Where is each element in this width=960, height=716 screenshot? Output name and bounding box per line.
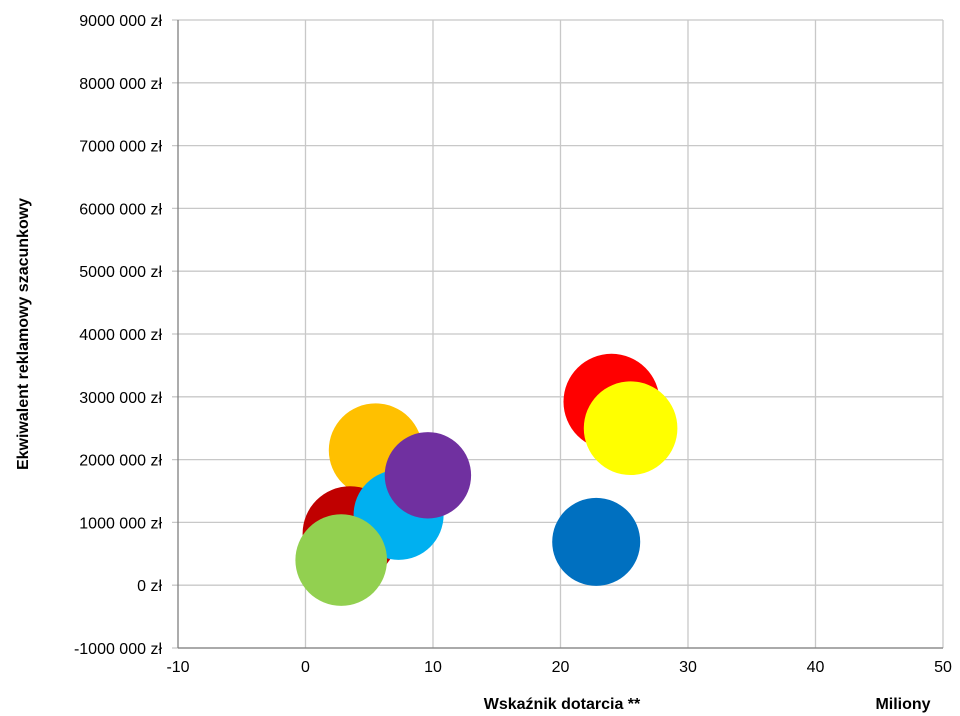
y-tick-label: 6000 000 zł xyxy=(79,201,162,218)
x-axis-units-label: Miliony xyxy=(875,696,930,713)
axes xyxy=(177,20,943,649)
x-tick-label: -10 xyxy=(166,659,189,676)
y-axis-title: Ekwiwalent reklamowy szacunkowy xyxy=(15,198,32,470)
y-tick-label: 2000 000 zł xyxy=(79,453,162,470)
x-tick-label: 20 xyxy=(552,659,570,676)
y-tick-label: 8000 000 zł xyxy=(79,76,162,93)
y-tick-label: 3000 000 zł xyxy=(79,390,162,407)
x-tick-label: 0 xyxy=(301,659,310,676)
y-tick-label: 5000 000 zł xyxy=(79,264,162,281)
y-tick-label: 7000 000 zł xyxy=(79,139,162,156)
x-tick-label: 10 xyxy=(424,659,442,676)
y-tick-label: 9000 000 zł xyxy=(79,13,162,30)
bubble-point xyxy=(384,432,472,519)
bubble-point xyxy=(295,514,388,606)
y-tick-label: -1000 000 zł xyxy=(74,641,163,658)
bubble-point xyxy=(583,381,678,476)
y-tick-label: 0 zł xyxy=(137,578,162,595)
x-tick-label: 50 xyxy=(934,659,952,676)
bubbles xyxy=(295,353,678,606)
grid-lines xyxy=(172,19,944,649)
bubble-point xyxy=(552,497,641,586)
y-tick-label: 1000 000 zł xyxy=(79,515,162,532)
x-axis-title: Wskaźnik dotarcia ** xyxy=(484,696,641,713)
x-tick-label: 40 xyxy=(807,659,825,676)
y-tick-label: 4000 000 zł xyxy=(79,327,162,344)
tick-labels: -10 0 10 20 30 40 50 -1000 000 zł 0 zł 1000 000 z… xyxy=(74,13,952,676)
x-tick-label: 30 xyxy=(679,659,697,676)
